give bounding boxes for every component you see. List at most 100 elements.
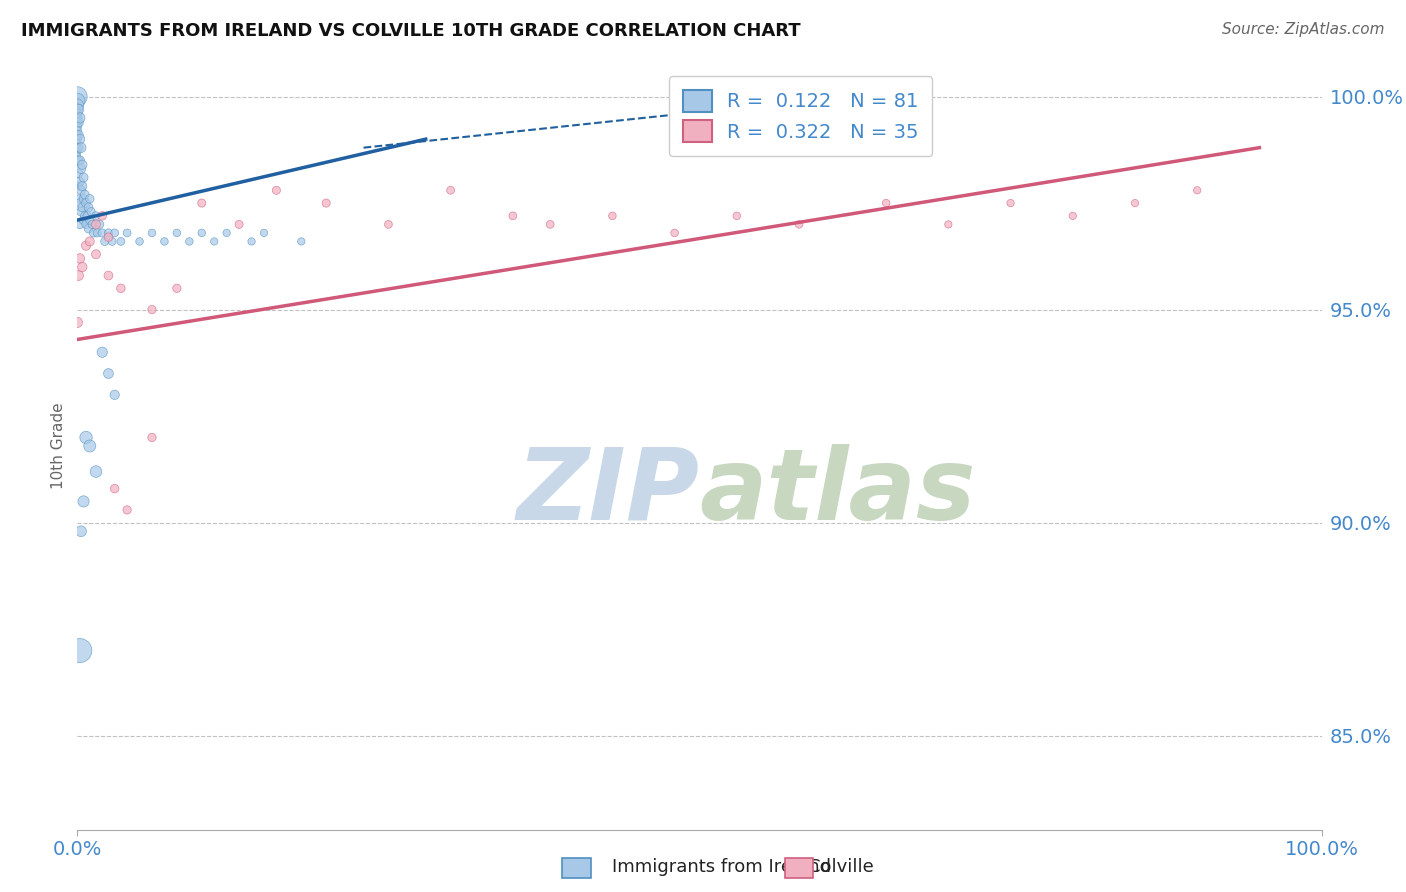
Point xyxy=(77,221,100,235)
Point xyxy=(66,115,89,129)
Point xyxy=(110,235,132,249)
Point xyxy=(1185,183,1208,197)
Text: IMMIGRANTS FROM IRELAND VS COLVILLE 10TH GRADE CORRELATION CHART: IMMIGRANTS FROM IRELAND VS COLVILLE 10TH… xyxy=(21,22,800,40)
Point xyxy=(69,252,91,266)
Point xyxy=(664,226,686,240)
Point xyxy=(72,192,94,206)
Point xyxy=(79,235,101,249)
Point xyxy=(75,196,97,211)
Point xyxy=(66,149,89,163)
Point xyxy=(70,161,93,176)
Point xyxy=(69,175,91,189)
Point xyxy=(93,235,115,249)
Point xyxy=(115,226,138,240)
Point xyxy=(75,218,97,232)
Point xyxy=(725,209,748,223)
Point xyxy=(79,213,101,227)
Point xyxy=(70,183,93,197)
Point xyxy=(72,170,94,185)
Point xyxy=(69,196,91,211)
Point xyxy=(79,439,101,453)
Point xyxy=(89,218,111,232)
Point xyxy=(72,260,94,274)
Point xyxy=(66,123,89,137)
Point xyxy=(936,218,959,232)
Point xyxy=(66,98,89,112)
Point xyxy=(153,235,176,249)
Point xyxy=(77,200,100,214)
Point xyxy=(76,209,98,223)
Point xyxy=(67,141,90,155)
Point xyxy=(602,209,624,223)
Point xyxy=(69,218,91,232)
Point xyxy=(69,643,91,657)
Point xyxy=(72,179,94,194)
Point xyxy=(1062,209,1084,223)
Point xyxy=(66,141,89,155)
Point xyxy=(110,281,132,295)
Point xyxy=(97,230,120,244)
Point xyxy=(439,183,461,197)
Text: Source: ZipAtlas.com: Source: ZipAtlas.com xyxy=(1222,22,1385,37)
Point xyxy=(875,196,897,211)
Point xyxy=(82,218,104,232)
Point xyxy=(69,132,91,146)
Point xyxy=(141,226,163,240)
Point xyxy=(73,187,96,202)
Point xyxy=(266,183,288,197)
Point xyxy=(377,218,399,232)
Point xyxy=(104,226,127,240)
Point xyxy=(69,111,91,125)
Point xyxy=(83,226,105,240)
Point xyxy=(202,235,225,249)
Point xyxy=(70,141,93,155)
Text: Colville: Colville xyxy=(808,858,875,876)
Point xyxy=(79,192,101,206)
Point xyxy=(67,153,90,168)
Point xyxy=(84,218,107,232)
Point xyxy=(75,238,97,252)
Point xyxy=(84,209,107,223)
Point xyxy=(70,204,93,219)
Text: Immigrants from Ireland: Immigrants from Ireland xyxy=(612,858,831,876)
Point xyxy=(66,315,89,329)
Point xyxy=(253,226,276,240)
Point xyxy=(80,204,103,219)
Point xyxy=(502,209,524,223)
Point xyxy=(72,158,94,172)
Point xyxy=(66,94,89,108)
Point xyxy=(66,120,89,134)
Point xyxy=(97,226,120,240)
Point xyxy=(1000,196,1022,211)
Point xyxy=(66,106,89,120)
Point xyxy=(66,128,89,142)
Point xyxy=(191,226,214,240)
Point xyxy=(1123,196,1146,211)
Point xyxy=(115,503,138,517)
Point xyxy=(228,218,250,232)
Legend: R =  0.122   N = 81, R =  0.322   N = 35: R = 0.122 N = 81, R = 0.322 N = 35 xyxy=(669,76,932,156)
Text: atlas: atlas xyxy=(700,443,976,541)
Point xyxy=(787,218,810,232)
Point xyxy=(97,367,120,381)
Point xyxy=(91,226,114,240)
Point xyxy=(97,268,120,283)
Point xyxy=(84,247,107,261)
Y-axis label: 10th Grade: 10th Grade xyxy=(51,402,66,490)
Point xyxy=(72,200,94,214)
Point xyxy=(240,235,263,249)
Point xyxy=(290,235,312,249)
Point xyxy=(141,430,163,444)
Point xyxy=(66,136,89,151)
Point xyxy=(128,235,150,249)
Point xyxy=(72,213,94,227)
Point xyxy=(91,345,114,359)
Point xyxy=(75,430,97,444)
Point xyxy=(191,196,214,211)
Point xyxy=(104,482,127,496)
Point xyxy=(166,226,188,240)
Point xyxy=(66,145,89,159)
Point xyxy=(86,226,108,240)
Point xyxy=(72,494,94,508)
Point xyxy=(66,103,89,117)
